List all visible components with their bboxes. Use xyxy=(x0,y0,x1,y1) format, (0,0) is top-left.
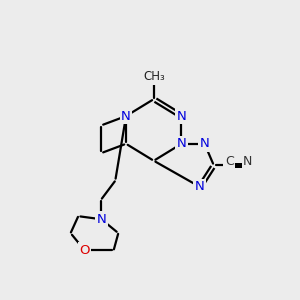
Text: N: N xyxy=(121,110,131,123)
Text: O: O xyxy=(79,244,90,256)
Text: N: N xyxy=(177,137,186,150)
Text: N: N xyxy=(243,155,252,168)
Text: CH₃: CH₃ xyxy=(143,70,165,83)
Text: N: N xyxy=(177,110,186,123)
Text: N: N xyxy=(195,180,205,194)
Text: C: C xyxy=(225,155,234,168)
Text: N: N xyxy=(97,213,106,226)
Text: N: N xyxy=(200,137,209,150)
